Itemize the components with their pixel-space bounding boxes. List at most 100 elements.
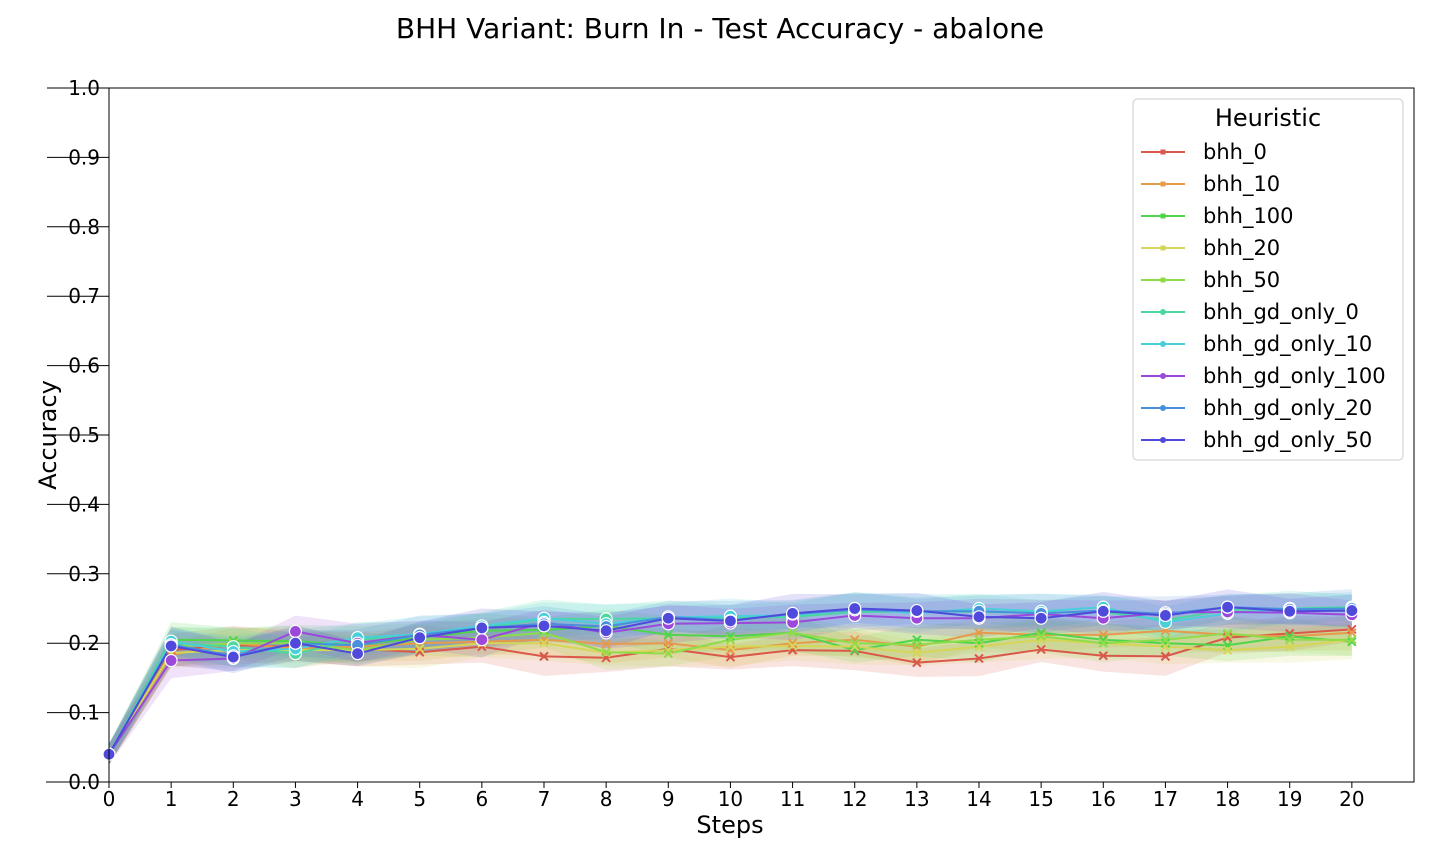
legend-box bbox=[1132, 98, 1404, 461]
legend-label: bhh_gd_only_10 bbox=[1203, 332, 1372, 357]
point-bhh_100 bbox=[1285, 631, 1295, 641]
point-bhh_gd_only_50 bbox=[1345, 603, 1359, 618]
y-axis-title: Accuracy bbox=[34, 380, 62, 490]
point-bhh_100 bbox=[850, 645, 860, 655]
legend-marker bbox=[1160, 405, 1166, 411]
point-bhh_gd_only_50 bbox=[785, 606, 800, 620]
legend-label: bhh_gd_only_0 bbox=[1203, 300, 1359, 325]
point-bhh_50 bbox=[1098, 638, 1108, 648]
x-tick-label: 5 bbox=[413, 787, 426, 811]
band-bhh_20 bbox=[109, 620, 1352, 765]
legend-marker bbox=[1160, 277, 1166, 283]
y-tick-label: 0.5 bbox=[68, 423, 100, 447]
y-tick-label: 0.6 bbox=[68, 354, 100, 378]
legend-label: bhh_gd_only_50 bbox=[1203, 428, 1372, 453]
point-bhh_gd_only_50 bbox=[661, 611, 675, 625]
legend-label: bhh_gd_only_20 bbox=[1203, 396, 1372, 421]
point-bhh_20 bbox=[912, 648, 922, 658]
point-bhh_10 bbox=[725, 645, 736, 655]
x-tick-label: 4 bbox=[351, 787, 364, 811]
series-markers bbox=[102, 600, 1359, 761]
x-tick-label: 0 bbox=[103, 787, 116, 811]
point-bhh_10 bbox=[974, 628, 984, 638]
y-tick-label: 0.8 bbox=[68, 215, 100, 239]
legend-title: Heuristic bbox=[1215, 104, 1321, 132]
x-tick-label: 10 bbox=[718, 787, 743, 811]
point-bhh_20 bbox=[850, 641, 860, 652]
x-tick-label: 2 bbox=[227, 787, 240, 811]
y-tick-label: 0.1 bbox=[68, 701, 100, 725]
x-tick-label: 1 bbox=[165, 787, 178, 811]
point-bhh_20 bbox=[539, 638, 549, 648]
legend-marker bbox=[1160, 213, 1166, 219]
legend: Heuristic bhh_0 bhh_10 bhh_100 bhh_20 bhh_50… bbox=[1132, 98, 1404, 461]
x-tick-label: 14 bbox=[966, 787, 991, 811]
y-axis: 0.00.10.20.30.40.50.60.70.80.91.0 bbox=[47, 76, 109, 794]
point-bhh_20 bbox=[663, 645, 673, 655]
legend-label: bhh_100 bbox=[1203, 204, 1294, 229]
legend-marker bbox=[1160, 373, 1166, 379]
point-bhh_10 bbox=[1347, 628, 1357, 638]
point-bhh_gd_only_50 bbox=[1283, 604, 1297, 618]
point-bhh_20 bbox=[1160, 641, 1171, 652]
point-bhh_gd_only_50 bbox=[1158, 608, 1173, 623]
legend-item-bhh_20: bhh_20 bbox=[1141, 236, 1280, 261]
point-bhh_gd_only_50 bbox=[288, 636, 303, 650]
point-bhh_gd_only_50 bbox=[910, 603, 924, 618]
point-bhh_100 bbox=[974, 638, 984, 648]
point-bhh_gd_only_50 bbox=[350, 647, 365, 661]
point-bhh_50 bbox=[725, 635, 736, 645]
point-bhh_gd_only_50 bbox=[848, 601, 862, 616]
point-bhh_10 bbox=[601, 639, 611, 649]
point-bhh_0 bbox=[1347, 624, 1357, 635]
point-bhh_100 bbox=[1098, 635, 1108, 645]
point-bhh_10 bbox=[539, 635, 549, 645]
point-bhh_0 bbox=[539, 651, 549, 662]
point-bhh_100 bbox=[1036, 628, 1046, 638]
point-bhh_100 bbox=[1347, 637, 1357, 647]
x-axis: 0 1 2 3 4 5 6 7 8 9 10 11 12 13 14 15 16 17 18 19 20 bbox=[46, 781, 1365, 811]
point-bhh_50 bbox=[912, 639, 922, 650]
point-bhh_gd_only_50 bbox=[164, 639, 178, 653]
point-bhh_50 bbox=[1347, 635, 1357, 645]
point-bhh_10 bbox=[787, 638, 798, 648]
x-tick-label: 7 bbox=[538, 787, 551, 811]
legend-marker bbox=[1160, 149, 1166, 155]
x-tick-label: 20 bbox=[1339, 787, 1364, 811]
legend-label: bhh_50 bbox=[1203, 268, 1280, 293]
legend-marker bbox=[1160, 437, 1166, 443]
x-tick-label: 19 bbox=[1277, 787, 1302, 811]
x-tick-label: 17 bbox=[1153, 787, 1178, 811]
point-bhh_50 bbox=[850, 638, 860, 648]
y-tick-label: 0.3 bbox=[68, 562, 100, 586]
legend-label: bhh_gd_only_100 bbox=[1203, 364, 1386, 389]
legend-item-bhh_0: bhh_0 bbox=[1141, 140, 1267, 165]
y-tick-label: 1.0 bbox=[68, 76, 100, 100]
point-bhh_0 bbox=[974, 653, 984, 664]
point-bhh_50 bbox=[787, 628, 798, 638]
point-bhh_50 bbox=[1222, 628, 1233, 639]
point-bhh_gd_only_50 bbox=[972, 610, 986, 624]
y-tick-label: 0.2 bbox=[68, 631, 100, 655]
point-bhh_50 bbox=[1036, 631, 1046, 641]
point-bhh_10 bbox=[850, 635, 860, 645]
legend-label: bhh_20 bbox=[1203, 236, 1280, 261]
x-tick-label: 15 bbox=[1028, 787, 1053, 811]
point-bhh_gd_only_50 bbox=[1034, 611, 1048, 625]
x-tick-label: 8 bbox=[600, 787, 613, 811]
point-bhh_gd_only_50 bbox=[537, 619, 551, 633]
legend-item-bhh_gd_only_0: bhh_gd_only_0 bbox=[1141, 300, 1359, 325]
legend-item-bhh_gd_only_100: bhh_gd_only_100 bbox=[1141, 364, 1386, 389]
legend-item-bhh_10: bhh_10 bbox=[1141, 172, 1280, 197]
point-bhh_20 bbox=[415, 644, 425, 654]
point-bhh_gd_only_100 bbox=[164, 653, 178, 668]
point-bhh_gd_only_50 bbox=[723, 614, 738, 628]
x-tick-label: 6 bbox=[475, 787, 488, 811]
x-tick-label: 3 bbox=[289, 787, 302, 811]
x-tick-label: 11 bbox=[780, 787, 805, 811]
point-bhh_20 bbox=[1285, 641, 1295, 652]
point-bhh_20 bbox=[787, 641, 798, 651]
y-tick-label: 0.4 bbox=[68, 492, 100, 516]
point-bhh_0 bbox=[1036, 644, 1046, 655]
point-bhh_100 bbox=[663, 630, 673, 640]
